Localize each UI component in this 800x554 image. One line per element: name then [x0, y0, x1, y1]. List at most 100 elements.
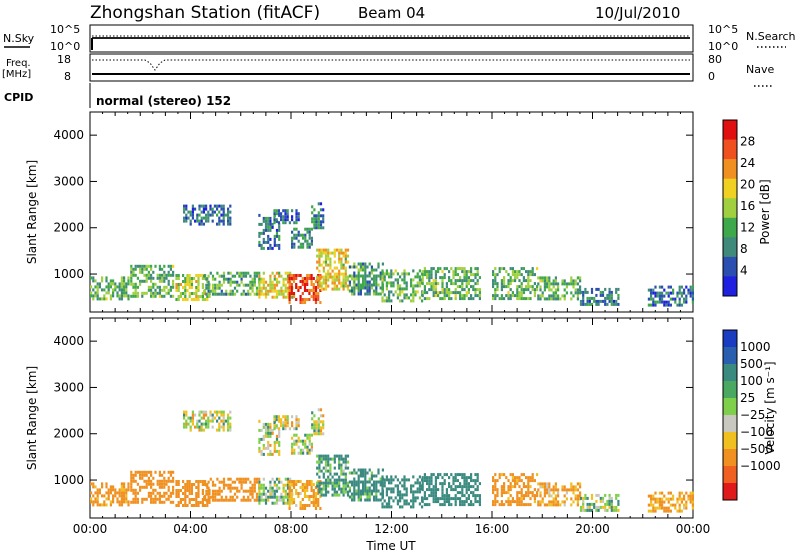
range-cell	[552, 294, 555, 298]
range-cell	[317, 217, 320, 221]
range-cell	[260, 452, 263, 456]
range-cell	[604, 299, 607, 303]
range-cell	[301, 283, 304, 286]
range-cell	[169, 494, 172, 498]
range-cell	[340, 248, 343, 252]
range-cell	[260, 231, 263, 235]
range-cell	[550, 500, 553, 504]
range-cell	[177, 489, 180, 492]
range-cell	[163, 270, 166, 274]
range-cell	[428, 273, 431, 277]
range-cell	[258, 286, 261, 290]
range-cell	[394, 475, 397, 479]
range-cell	[362, 280, 365, 284]
range-cell	[430, 488, 433, 492]
range-cell	[582, 293, 585, 297]
range-cell	[195, 498, 198, 501]
range-cell	[244, 283, 248, 287]
range-cell	[366, 471, 369, 475]
range-cell	[187, 416, 190, 420]
range-cell	[403, 269, 406, 273]
range-cell	[430, 285, 433, 289]
range-cell	[297, 418, 300, 422]
range-cell	[273, 234, 276, 238]
range-cell	[331, 287, 334, 291]
range-cell	[218, 498, 221, 502]
range-cell	[267, 216, 270, 220]
range-cell	[366, 289, 369, 293]
range-cell	[101, 482, 104, 486]
range-cell	[454, 270, 457, 274]
range-cell	[357, 477, 360, 481]
range-cell	[310, 274, 313, 277]
range-cell	[683, 288, 686, 292]
range-cell	[396, 281, 399, 285]
range-cell	[465, 270, 468, 274]
range-cell	[381, 475, 384, 479]
range-cell	[615, 493, 618, 497]
range-cell	[312, 292, 315, 295]
range-cell	[187, 210, 190, 214]
range-cell	[503, 276, 506, 280]
range-cell	[663, 294, 666, 298]
range-cell	[317, 292, 320, 295]
range-cell	[432, 291, 435, 295]
range-cell	[264, 425, 268, 429]
range-cell	[541, 276, 544, 280]
range-cell	[130, 476, 133, 480]
range-cell	[179, 498, 182, 501]
range-cell	[284, 218, 287, 222]
range-cell	[269, 428, 272, 432]
range-cell	[320, 457, 323, 461]
range-cell	[253, 274, 256, 278]
range-cell	[316, 266, 319, 270]
range-cell	[161, 267, 164, 271]
range-cell	[303, 280, 307, 283]
range-cell	[310, 442, 313, 446]
range-cell	[410, 484, 413, 488]
range-cell	[362, 468, 365, 472]
range-cell	[222, 213, 225, 217]
range-cell	[280, 495, 283, 499]
range-cell	[342, 266, 345, 270]
range-cell	[216, 492, 219, 496]
range-cell	[269, 283, 272, 287]
range-cell	[448, 485, 451, 489]
range-cell	[527, 494, 530, 498]
range-cell	[461, 279, 464, 283]
range-cell	[120, 297, 123, 301]
range-cell	[476, 282, 479, 286]
range-cell	[327, 469, 330, 473]
range-cell	[421, 479, 424, 483]
range-cell	[539, 482, 542, 486]
range-cell	[205, 413, 208, 417]
range-cell	[590, 496, 594, 500]
range-cell	[342, 472, 345, 476]
range-cell	[275, 449, 279, 453]
range-cell	[470, 500, 473, 504]
range-cell	[150, 494, 153, 498]
range-cell	[434, 276, 437, 280]
range-cell	[329, 481, 332, 485]
range-cell	[313, 414, 316, 418]
range-cell	[584, 493, 587, 497]
range-cell	[342, 487, 345, 491]
range-cell	[154, 264, 157, 268]
range-cell	[500, 473, 503, 477]
range-cell	[407, 296, 410, 300]
range-cell	[428, 288, 431, 292]
range-cell	[461, 282, 464, 286]
range-cell	[586, 502, 589, 506]
range-cell	[353, 486, 356, 490]
range-cell	[412, 296, 415, 300]
range-cell	[584, 287, 587, 291]
range-cell	[548, 491, 551, 495]
range-cell	[552, 500, 555, 504]
range-cell	[344, 484, 347, 488]
range-cell	[233, 480, 237, 484]
range-cell	[459, 285, 462, 289]
range-cell	[260, 428, 263, 432]
range-cell	[130, 270, 133, 274]
range-cell	[306, 489, 309, 492]
range-cell	[665, 497, 668, 501]
